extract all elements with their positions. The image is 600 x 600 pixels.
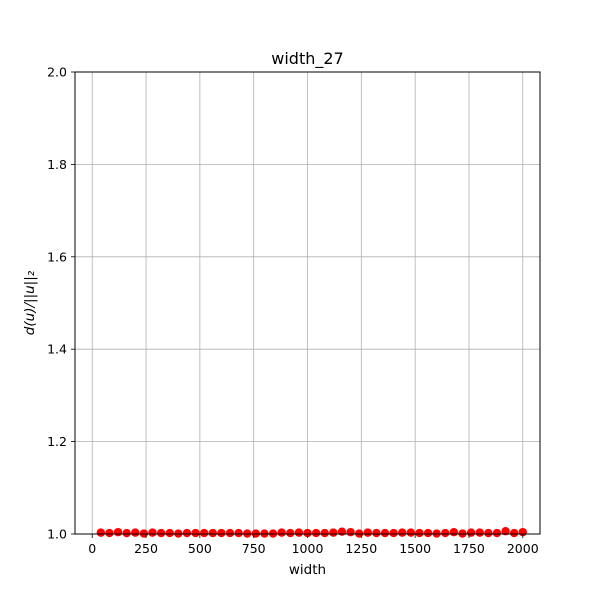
- x-tick-label: 1750: [453, 541, 485, 556]
- x-axis-label: width: [289, 562, 326, 578]
- x-tick-label: 250: [134, 541, 158, 556]
- data-point: [96, 528, 106, 537]
- data-point: [346, 527, 355, 537]
- x-tick-label: 750: [242, 541, 266, 556]
- data-point: [363, 528, 372, 537]
- x-tick-label: 2000: [507, 541, 539, 556]
- y-tick-label: 2.0: [47, 65, 67, 80]
- data-point: [337, 527, 347, 536]
- y-tick-label: 1.8: [47, 157, 67, 172]
- data-point: [320, 528, 329, 538]
- data-point: [225, 528, 235, 538]
- data-point: [475, 528, 484, 537]
- data-point: [311, 528, 321, 538]
- data-point: [329, 528, 338, 537]
- data-point: [380, 528, 390, 538]
- data-point: [105, 528, 114, 538]
- data-point: [165, 528, 174, 538]
- data-point: [303, 528, 312, 538]
- data-point: [441, 528, 450, 538]
- data-point: [406, 528, 416, 537]
- data-point: [389, 528, 398, 538]
- axis-ticks: 0 250 500 750 1000 1250 1500 1750 2000 1.0 1.2 1.4 1…: [47, 65, 539, 557]
- data-point: [509, 528, 519, 538]
- data-point: [122, 528, 131, 538]
- chart-title: width_27: [271, 49, 343, 69]
- y-tick-label: 1.6: [47, 249, 67, 264]
- data-point: [113, 527, 123, 537]
- x-tick-label: 1000: [292, 541, 324, 556]
- data-point: [501, 527, 510, 536]
- data-point: [415, 528, 424, 538]
- x-tick-label: 1250: [345, 541, 377, 556]
- data-point: [449, 527, 459, 537]
- x-tick-label: 500: [188, 541, 212, 556]
- data-point: [492, 528, 502, 538]
- data-point: [423, 528, 433, 538]
- data-point: [156, 528, 166, 538]
- data-point: [199, 528, 209, 538]
- data-point: [191, 528, 200, 538]
- y-tick-label: 1.2: [47, 434, 67, 449]
- data-point: [182, 528, 192, 538]
- y-tick-label: 1.4: [47, 342, 67, 357]
- y-axis-label: d(u)/||u||₂: [22, 270, 38, 335]
- data-point: [294, 528, 304, 537]
- data-point: [277, 528, 286, 537]
- data-point: [398, 528, 407, 537]
- data-point: [484, 528, 493, 538]
- data-point: [208, 528, 217, 538]
- data-points: [96, 527, 527, 538]
- data-point: [217, 528, 226, 538]
- data-point: [372, 528, 381, 538]
- y-tick-label: 1.0: [47, 527, 67, 542]
- data-point: [131, 528, 140, 537]
- grid: [75, 71, 540, 535]
- data-point: [466, 528, 476, 537]
- x-tick-label: 0: [88, 541, 96, 556]
- data-point: [148, 528, 157, 537]
- data-point: [286, 528, 295, 538]
- x-tick-label: 1500: [399, 541, 431, 556]
- data-point: [234, 528, 243, 538]
